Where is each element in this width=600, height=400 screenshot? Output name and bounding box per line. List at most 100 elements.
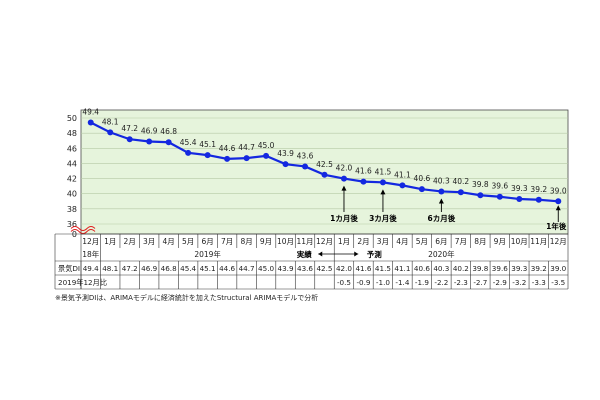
annotation-arrowhead <box>380 189 386 195</box>
data-label: 45.4 <box>180 138 197 147</box>
table-cell: 40.6 <box>414 264 430 273</box>
phase-arrowhead <box>318 251 323 257</box>
year-label: 18年 <box>82 249 100 259</box>
table-cell: -2.3 <box>454 278 468 287</box>
axis-break-mark <box>70 226 96 231</box>
series-layer <box>87 119 562 205</box>
data-label: 44.7 <box>238 143 255 152</box>
data-point <box>438 188 445 195</box>
annotation-arrowhead <box>555 205 561 211</box>
data-label: 42.0 <box>336 164 353 173</box>
table-cell: 41.1 <box>394 264 410 273</box>
data-point <box>496 193 503 200</box>
data-point <box>107 129 114 136</box>
data-point <box>418 186 425 193</box>
data-label: 49.4 <box>82 108 99 117</box>
month-label: 2月 <box>357 237 369 246</box>
data-label: 45.1 <box>199 140 216 149</box>
month-label: 7月 <box>221 237 233 246</box>
phase-arrowhead <box>354 251 359 257</box>
table-cell: 42.5 <box>316 264 332 273</box>
month-label: 11月 <box>296 237 313 246</box>
data-label: 46.8 <box>160 127 177 136</box>
data-label: 40.6 <box>414 174 431 183</box>
month-label: 5月 <box>416 237 428 246</box>
annotation-arrowhead <box>341 185 347 191</box>
data-point <box>282 161 289 168</box>
table-cell: 45.4 <box>180 264 196 273</box>
table-cell: 41.5 <box>375 264 391 273</box>
data-point <box>399 182 406 189</box>
table-cell: 39.6 <box>492 264 508 273</box>
value-label-layer: 49.448.147.2 46.9 46.845.4 45.1 44.6 44.7 45.0… <box>82 108 566 196</box>
data-label: 45.0 <box>258 141 275 150</box>
data-label: 40.2 <box>453 177 470 186</box>
table-cell: 44.7 <box>239 264 255 273</box>
month-label: 8月 <box>474 237 486 246</box>
month-label: 4月 <box>396 237 408 246</box>
table-cell: -2.9 <box>493 278 507 287</box>
table-row-header: 2019年12月比 <box>58 278 107 287</box>
table-cell: 47.2 <box>122 264 138 273</box>
table-cell: 49.4 <box>83 264 99 273</box>
month-label: 1月 <box>338 237 350 246</box>
table-cell: 42.0 <box>336 264 352 273</box>
annotation-label: 3カ月後 <box>369 213 397 223</box>
data-point <box>477 192 484 199</box>
table-row-header: 景気DI <box>58 264 80 273</box>
table-cell: -3.2 <box>512 278 526 287</box>
data-label: 43.6 <box>297 151 314 160</box>
y-tick-label: 0 <box>72 230 77 239</box>
data-point <box>224 155 231 162</box>
data-label: 39.2 <box>530 185 547 194</box>
data-label: 43.9 <box>277 149 294 158</box>
table-cell: -0.9 <box>356 278 370 287</box>
table-cell: -0.5 <box>337 278 351 287</box>
table-cell: 41.6 <box>355 264 371 273</box>
month-label: 6月 <box>435 237 447 246</box>
month-label: 3月 <box>377 237 389 246</box>
data-label: 44.6 <box>219 144 236 153</box>
month-label: 6月 <box>201 237 213 246</box>
year-label: 2020年 <box>428 249 455 259</box>
grid-layer <box>80 109 569 235</box>
table-cell: -1.0 <box>376 278 390 287</box>
data-label: 46.9 <box>141 126 158 135</box>
data-point <box>87 119 94 126</box>
annotation-label: 1年後 <box>546 221 567 231</box>
footnote: ※景気予測DIは、ARIMAモデルに経済統計を加えたStructural ARI… <box>55 293 318 302</box>
axis-layer: 50 48 46 44 42 40 38 360 <box>67 114 96 239</box>
y-tick-label: 50 <box>67 114 77 123</box>
data-label: 42.5 <box>316 160 333 169</box>
month-label: 9月 <box>494 237 506 246</box>
data-label: 47.2 <box>121 124 138 133</box>
table-cell: 39.8 <box>472 264 488 273</box>
phase-label-actual: 実績 <box>297 249 312 259</box>
table-cell: 44.6 <box>219 264 235 273</box>
data-table: 12月 1月 2月 3月 4月 5月 6月 7月 8月 9月 10月 11月 12月 1月 2月 3月 4月 5月… <box>54 233 569 290</box>
data-label: 39.3 <box>511 184 528 193</box>
table-cell: 46.8 <box>161 264 177 273</box>
annotation-label: 1カ月後 <box>330 213 358 223</box>
table-cell: 39.0 <box>550 264 566 273</box>
data-point <box>243 155 250 162</box>
month-label: 9月 <box>260 237 272 246</box>
y-tick-label: 38 <box>67 205 77 214</box>
table-cell: -2.7 <box>473 278 487 287</box>
annotation-arrowhead <box>438 198 444 204</box>
table-cell: 43.6 <box>297 264 313 273</box>
data-point <box>379 179 386 186</box>
data-point <box>126 136 133 143</box>
data-label: 39.0 <box>550 186 567 195</box>
data-point <box>321 171 328 178</box>
y-tick-label: 48 <box>67 129 77 138</box>
data-label: 48.1 <box>102 117 119 126</box>
y-tick-label: 42 <box>67 175 77 184</box>
month-label: 8月 <box>240 237 252 246</box>
data-label: 39.8 <box>472 180 489 189</box>
phase-label-forecast: 予測 <box>367 249 382 259</box>
table-cell: 48.1 <box>102 264 118 273</box>
month-label: 10月 <box>277 237 294 246</box>
data-point <box>302 163 309 170</box>
